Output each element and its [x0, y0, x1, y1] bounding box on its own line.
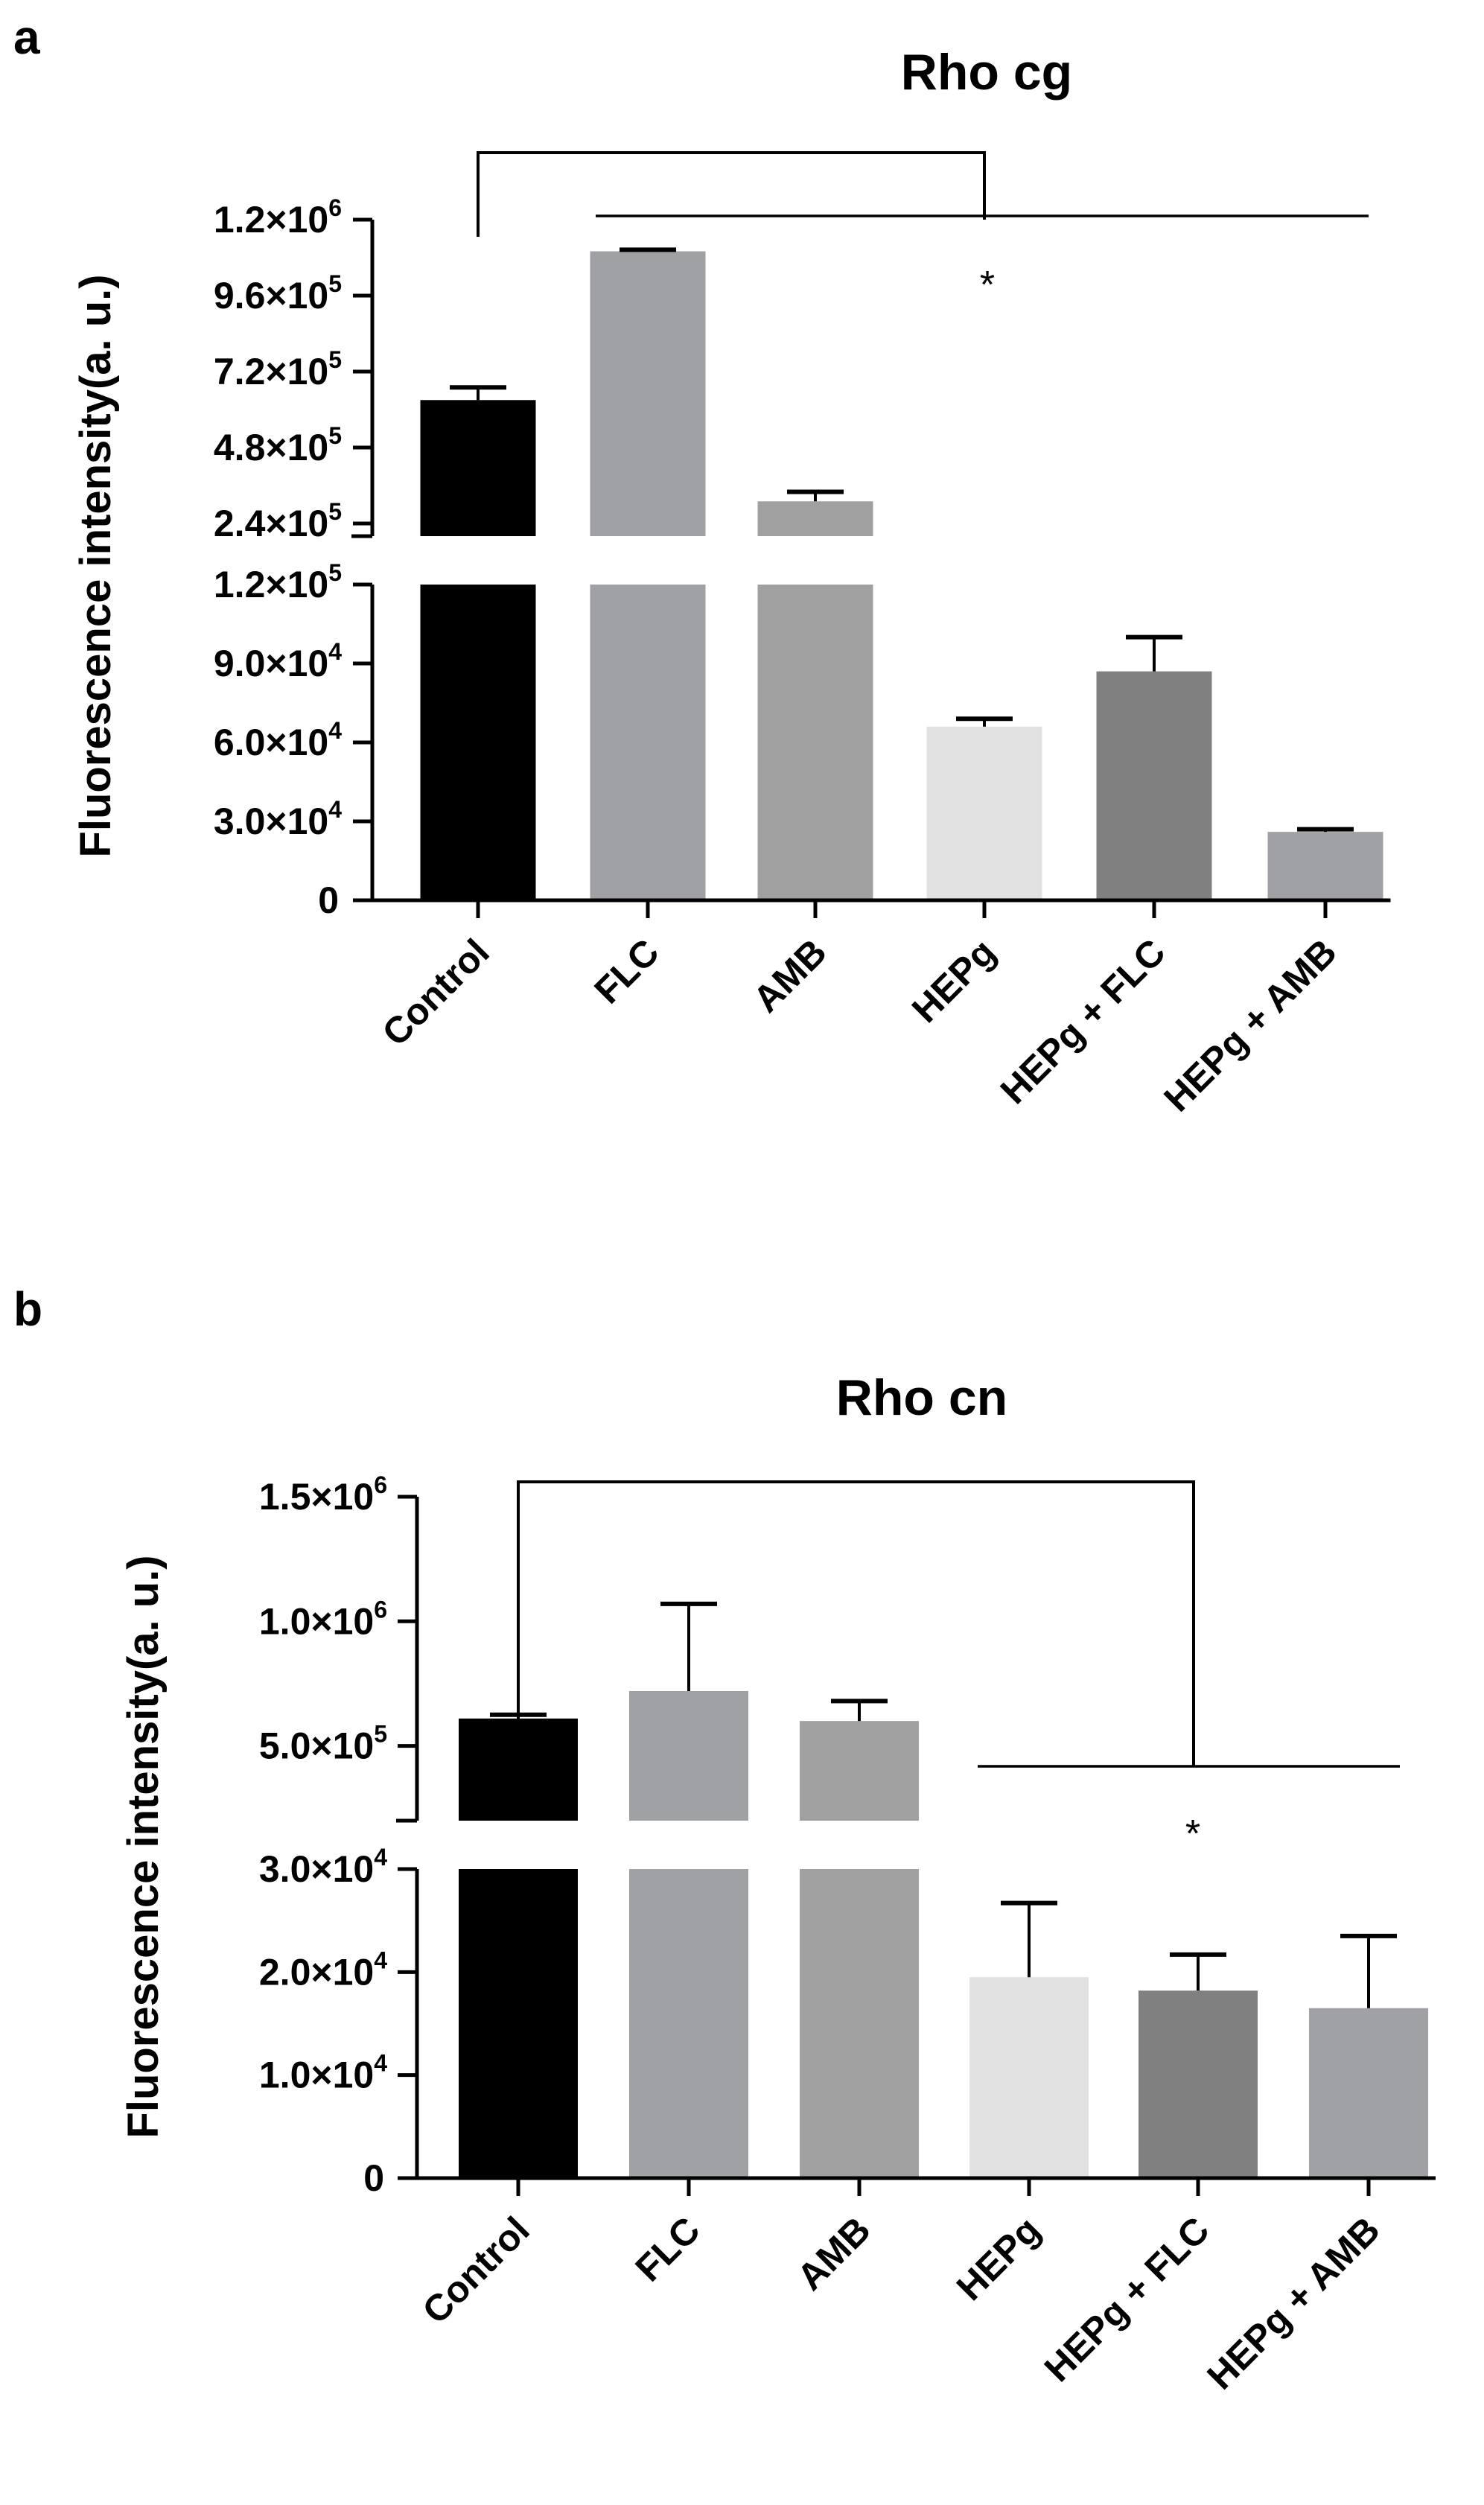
panel-b-chart: b Rho cn Fluorescence intensity(a. u.) 0…	[13, 1282, 1436, 2398]
y-tick-label: 0	[318, 879, 339, 921]
significance-star: *	[980, 264, 995, 307]
significance-bracket	[477, 151, 986, 237]
x-tick-label: Control	[375, 931, 497, 1054]
bar-flc-upper	[590, 251, 706, 536]
y-tick-label: 9.6×105	[214, 270, 342, 316]
significance-star: *	[1185, 1812, 1200, 1856]
bar-hepg-amb	[1309, 2008, 1428, 2178]
y-tick-label: 1.2×106	[214, 194, 342, 241]
x-tick-label: HEPg	[949, 2209, 1048, 2308]
y-tick-label: 1.0×104	[259, 2050, 387, 2096]
significance-bracket	[517, 1480, 1195, 1766]
x-tick-label: HEPg + FLC	[993, 931, 1173, 1112]
error-bar-flc	[620, 247, 676, 252]
error-bar-flc	[660, 1601, 717, 1691]
y-tick-label: 3.0×104	[214, 796, 342, 842]
bar-control-lower	[420, 585, 536, 900]
bar-flc-upper	[629, 1691, 748, 1821]
panel-b-label: b	[13, 1282, 42, 1336]
y-tick-label: 4.8×105	[214, 422, 342, 468]
y-axis-label: Fluorescence intensity(a. u.)	[71, 274, 120, 857]
bar-amb-upper	[800, 1721, 919, 1821]
bar-amb-lower	[757, 585, 873, 900]
x-tick-label: HEPg	[904, 931, 1004, 1031]
bar-hepg-amb	[1267, 832, 1383, 900]
y-tick-label: 9.0×104	[214, 638, 342, 684]
y-tick-label: 7.2×105	[214, 346, 342, 392]
error-bar-hepg-amb	[1340, 1933, 1397, 2008]
bar-hepg	[926, 726, 1042, 900]
chart-title: Rho cn	[836, 1369, 1007, 1426]
y-tick-label: 1.5×106	[259, 1471, 387, 1518]
y-tick-label: 0	[363, 2157, 384, 2199]
error-bar-amb	[831, 1699, 888, 1722]
panel-a-chart: a Rho cg Fluorescence intensity(a. u.) 0…	[13, 10, 1391, 1120]
bar-flc-lower	[629, 1869, 748, 2178]
x-tick-label: HEPg + FLC	[1036, 2209, 1217, 2390]
error-bar-hepg-flc	[1126, 634, 1182, 672]
y-tick-label: 1.0×106	[259, 1596, 387, 1642]
error-bar-hepg-flc	[1170, 1952, 1226, 1991]
bar-flc-lower	[590, 585, 706, 900]
bar-hepg-flc	[1139, 1990, 1258, 2178]
bar-control-upper	[459, 1718, 578, 1821]
error-bar-hepg	[956, 716, 1013, 727]
y-tick-label: 1.2×105	[214, 559, 342, 605]
panel-a-label: a	[13, 10, 40, 64]
x-tick-label: FLC	[627, 2209, 707, 2289]
y-tick-label: 2.4×105	[214, 498, 342, 544]
bar-hepg	[969, 1977, 1089, 2178]
error-bar-control	[450, 385, 506, 401]
x-tick-label: Control	[415, 2209, 538, 2331]
bar-hepg-flc	[1096, 671, 1212, 900]
x-tick-label: HEPg + AMB	[1199, 2209, 1387, 2397]
bar-amb-lower	[800, 1869, 919, 2178]
y-tick-label: 5.0×105	[259, 1721, 387, 1767]
x-tick-label: AMB	[745, 931, 835, 1020]
y-tick-label: 3.0×104	[259, 1844, 387, 1890]
y-axis-label: Fluorescence intensity(a. u.)	[119, 1555, 168, 2138]
y-tick-label: 2.0×104	[259, 1947, 387, 1993]
x-tick-label: HEPg + AMB	[1156, 931, 1344, 1119]
x-tick-label: AMB	[789, 2209, 879, 2298]
chart-title: Rho cg	[901, 44, 1072, 101]
bar-amb-upper	[757, 501, 873, 536]
bar-control-upper	[420, 400, 536, 536]
x-tick-label: FLC	[586, 931, 666, 1011]
error-bar-amb	[787, 489, 844, 502]
bar-control-lower	[459, 1869, 578, 2178]
error-bar-hepg	[1001, 1900, 1057, 1978]
error-bar-hepg-amb	[1297, 827, 1354, 833]
y-tick-label: 6.0×104	[214, 717, 342, 763]
